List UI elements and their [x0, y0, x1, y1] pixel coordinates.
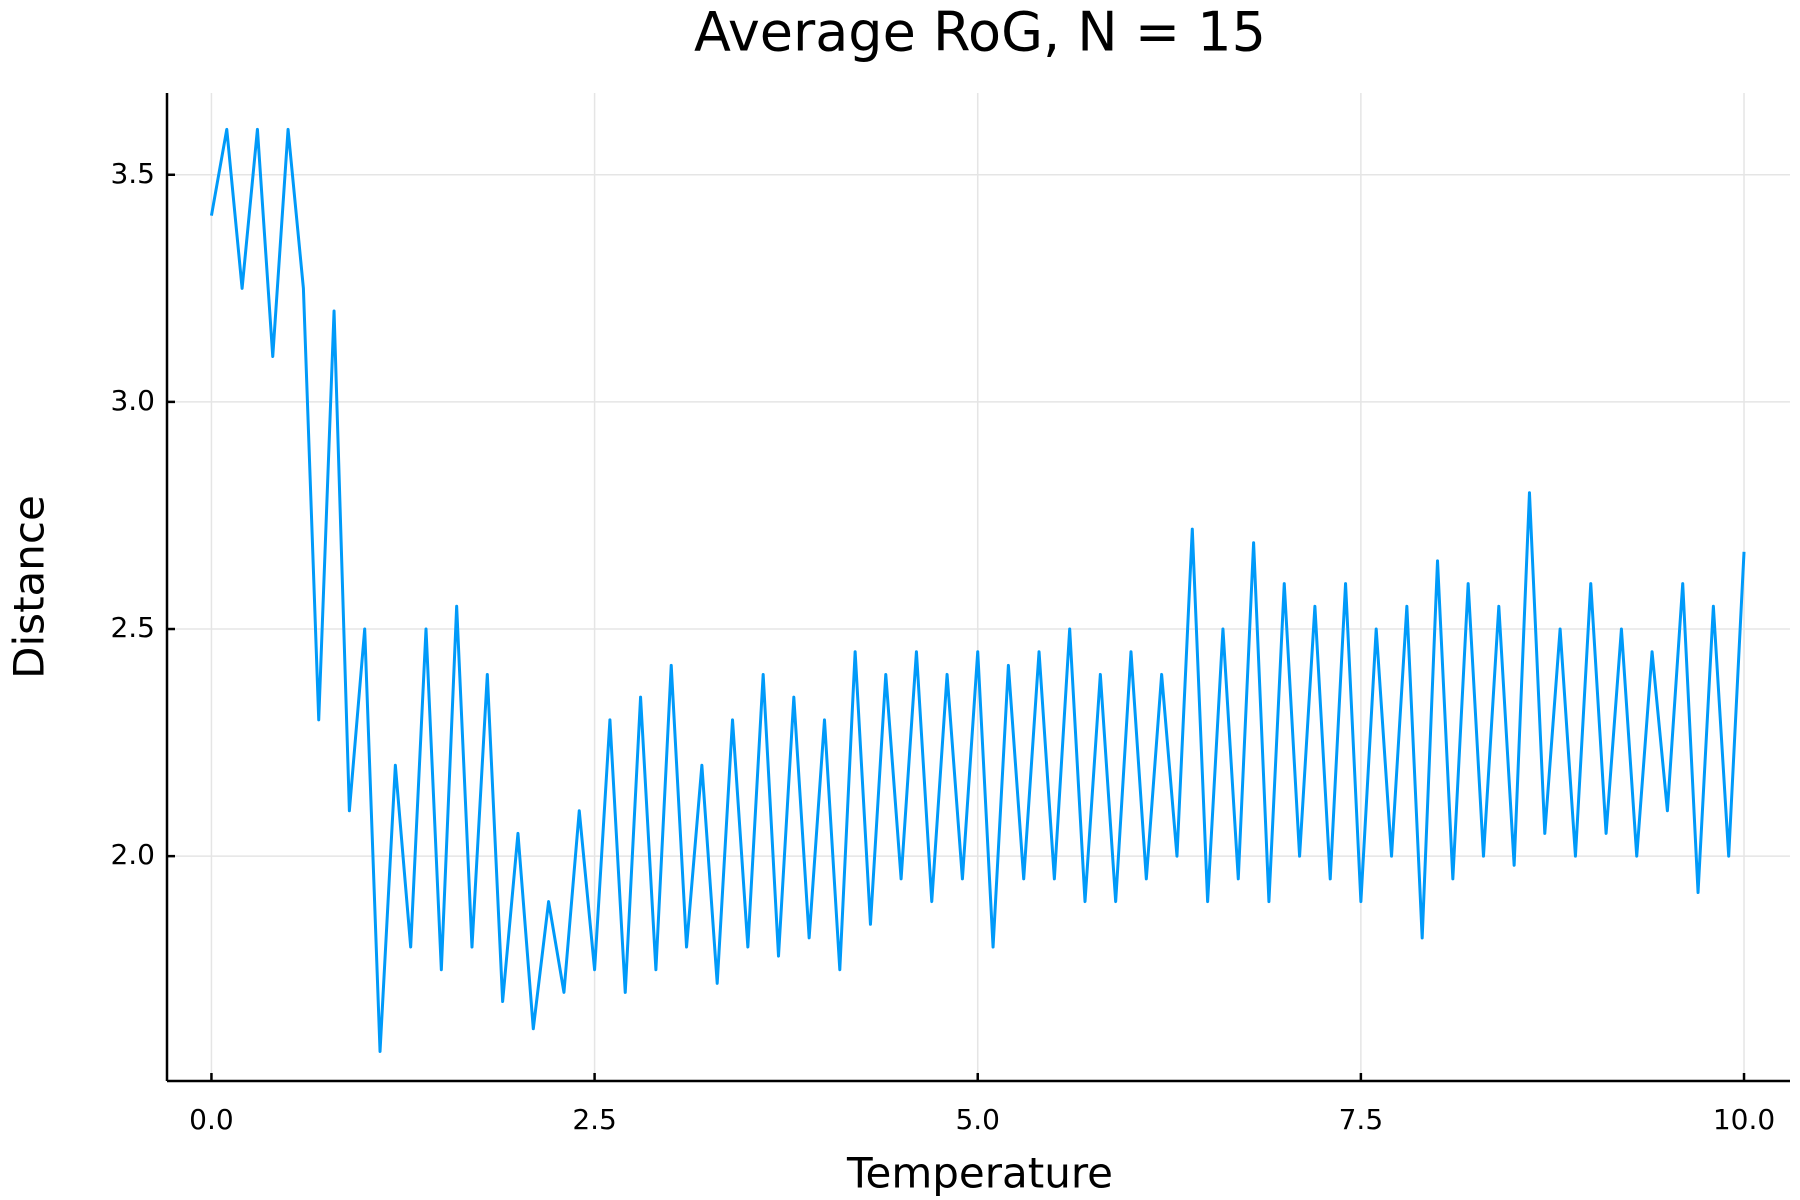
y-tick-label: 2.5 [110, 611, 155, 644]
y-tick-label: 3.0 [110, 384, 155, 417]
x-tick-label: 0.0 [189, 1103, 234, 1136]
x-tick-label: 10.0 [1713, 1103, 1775, 1136]
x-axis-label: Temperature [846, 1149, 1113, 1198]
y-tick-label: 3.5 [110, 157, 155, 190]
y-axis-label: Distance [5, 495, 54, 679]
x-tick-label: 2.5 [572, 1103, 617, 1136]
x-tick-label: 5.0 [955, 1103, 1000, 1136]
data-line [209, 127, 1746, 1053]
y-tick-label: 2.0 [110, 838, 155, 871]
x-tick-label: 7.5 [1339, 1103, 1384, 1136]
chart-title: Average RoG, N = 15 [694, 1, 1266, 64]
